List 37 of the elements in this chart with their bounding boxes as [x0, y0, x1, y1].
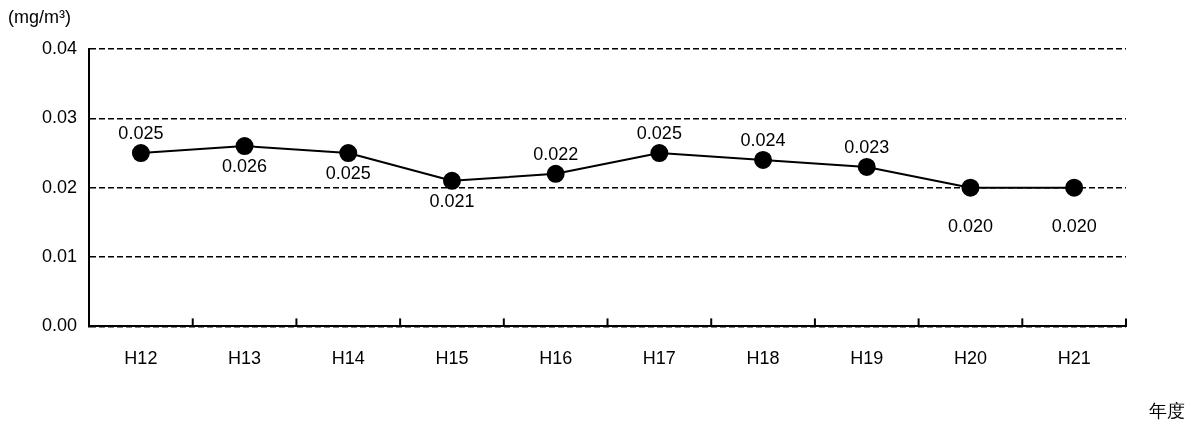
x-tick-label: H19 [850, 348, 884, 369]
x-tick-label: H16 [539, 348, 573, 369]
point [442, 171, 461, 190]
data-label: 0.025 [118, 122, 164, 143]
data-label: 0.020 [947, 215, 993, 236]
data-label: 0.021 [429, 190, 475, 211]
point [857, 157, 876, 176]
data-label: 0.025 [636, 122, 682, 143]
x-axis-title: 年度 [1149, 400, 1185, 421]
point [339, 144, 358, 163]
data-label: 0.025 [325, 162, 371, 183]
data-label: 0.026 [222, 156, 268, 177]
x-tick-label: H13 [228, 348, 262, 369]
point [131, 144, 150, 163]
x-tick-label: H15 [435, 348, 469, 369]
y-tick-label: 0.00 [41, 315, 78, 336]
y-tick-label: 0.01 [41, 246, 78, 267]
y-tick-label: 0.04 [41, 37, 78, 58]
y-tick-label: 0.03 [41, 107, 78, 128]
data-label: 0.020 [1051, 215, 1097, 236]
y-axis-title: (mg/m³) [8, 6, 71, 27]
data-label: 0.022 [533, 143, 579, 164]
x-tick-label: H14 [331, 348, 365, 369]
point [961, 178, 980, 197]
point [754, 150, 773, 169]
data-label: 0.024 [740, 129, 786, 150]
x-tick-label: H17 [642, 348, 676, 369]
x-tick-label: H18 [746, 348, 780, 369]
point [1065, 178, 1084, 197]
point [650, 144, 669, 163]
x-tick-label: H12 [124, 348, 158, 369]
x-tick-label: H21 [1057, 348, 1091, 369]
point [235, 137, 254, 156]
point [546, 164, 565, 183]
y-tick-label: 0.02 [41, 176, 78, 197]
x-tick-label: H20 [953, 348, 987, 369]
data-label: 0.023 [844, 136, 890, 157]
